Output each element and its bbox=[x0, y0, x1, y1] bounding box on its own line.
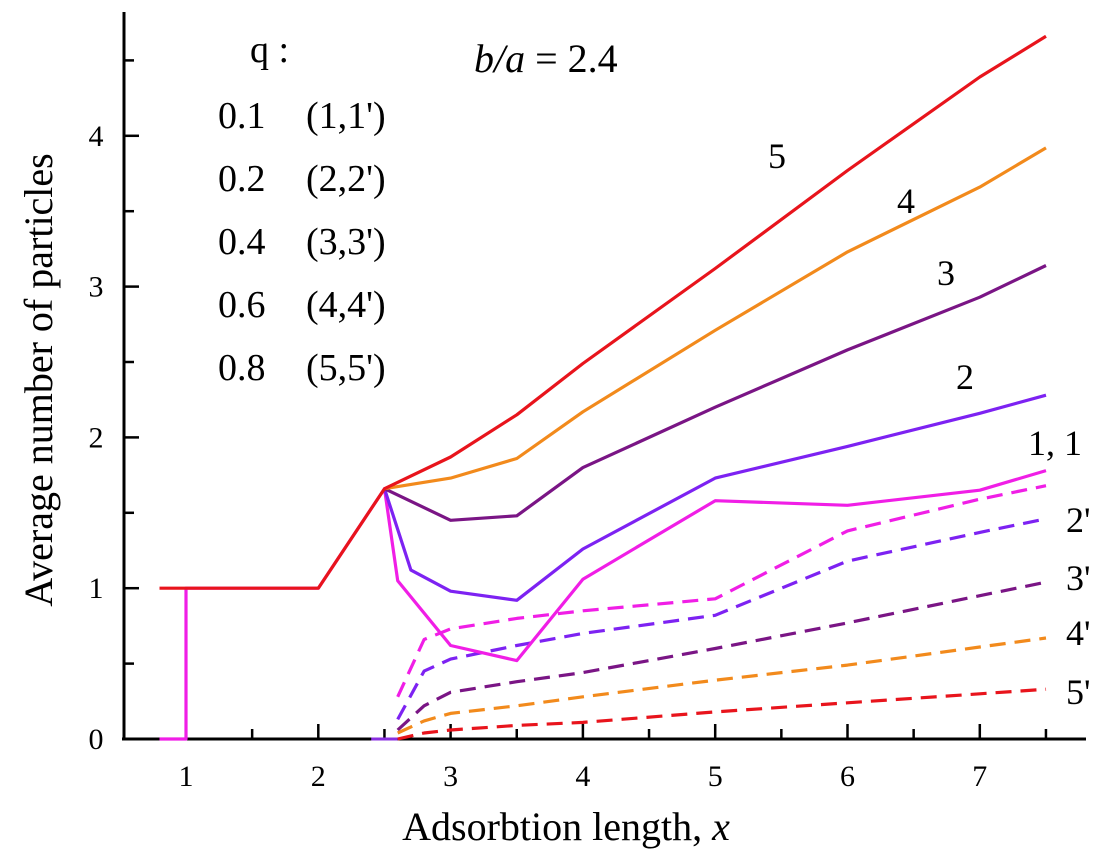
legend-entry-q: 0.1 bbox=[218, 95, 266, 137]
legend-entry-q: 0.2 bbox=[218, 158, 266, 200]
curve-label: 3 bbox=[937, 253, 955, 293]
annotation-ratio: b/a = 2.4 bbox=[474, 36, 618, 81]
curve-label: 1, 1 bbox=[1028, 423, 1082, 463]
legend-entry-q: 0.6 bbox=[218, 284, 266, 326]
series-line-3prime bbox=[396, 580, 1047, 732]
x-tick-label: 7 bbox=[972, 760, 987, 793]
legend-entry-q: 0.4 bbox=[218, 221, 266, 263]
x-tick-label: 5 bbox=[708, 760, 723, 793]
legend-entry-curves: (1,1') bbox=[306, 95, 386, 137]
x-tick-label: 2 bbox=[311, 760, 326, 793]
legend-entry-q: 0.8 bbox=[218, 347, 266, 389]
curve-label: 2 bbox=[956, 357, 974, 397]
x-axis-title-var: x bbox=[711, 804, 730, 849]
legend-entry-curves: (3,3') bbox=[306, 221, 386, 263]
x-axis-title-text: Adsorbtion length, bbox=[402, 804, 702, 849]
x-tick-label: 1 bbox=[179, 760, 194, 793]
series-line-2 bbox=[382, 393, 1047, 602]
y-tick-label: 1 bbox=[89, 572, 104, 605]
x-axis-title: Adsorbtion length, x bbox=[402, 804, 730, 849]
curve-label: 4' bbox=[1066, 613, 1091, 653]
x-tick-label: 6 bbox=[840, 760, 855, 793]
series-line-5 bbox=[159, 34, 1047, 590]
curve-label: 5 bbox=[768, 136, 786, 176]
annotation-rest: = 2.4 bbox=[525, 36, 618, 81]
y-tick-label: 3 bbox=[89, 271, 104, 304]
y-tick-label: 2 bbox=[89, 421, 104, 454]
series-line-3 bbox=[383, 264, 1047, 522]
annotation-italic: b/a bbox=[474, 36, 525, 81]
y-axis-title: Average number of particles bbox=[16, 153, 61, 607]
curve-label: 5' bbox=[1066, 672, 1091, 712]
series-line-4 bbox=[384, 146, 1047, 491]
curve-labels: 5 43 2 1, 1 2' 3' 4' 5' bbox=[768, 136, 1091, 712]
x-tick-label: 3 bbox=[443, 760, 458, 793]
x-tick-label: 4 bbox=[575, 760, 590, 793]
legend: q : 0.1 (1,1') 0.2 (2,2') 0.4 (3,3') 0.6 (4,4')… bbox=[218, 29, 386, 389]
series-group bbox=[159, 34, 1047, 741]
legend-entry-curves: (5,5') bbox=[306, 347, 386, 389]
curve-label: 3' bbox=[1066, 558, 1091, 598]
series-line-1prime bbox=[396, 484, 1047, 698]
series-line-1 bbox=[159, 469, 1047, 741]
series-line-4prime bbox=[397, 636, 1047, 735]
series-line-2prime bbox=[396, 517, 1047, 721]
y-tick-label: 0 bbox=[89, 723, 104, 756]
curve-label: 2' bbox=[1066, 500, 1091, 540]
curve-label: 4 bbox=[897, 181, 915, 221]
y-tick-label: 4 bbox=[89, 120, 104, 153]
legend-entry-curves: (4,4') bbox=[306, 284, 386, 326]
legend-header: q : bbox=[250, 29, 289, 71]
legend-entry-curves: (2,2') bbox=[306, 158, 386, 200]
series-line-5prime bbox=[397, 687, 1047, 741]
axes bbox=[122, 12, 1086, 741]
